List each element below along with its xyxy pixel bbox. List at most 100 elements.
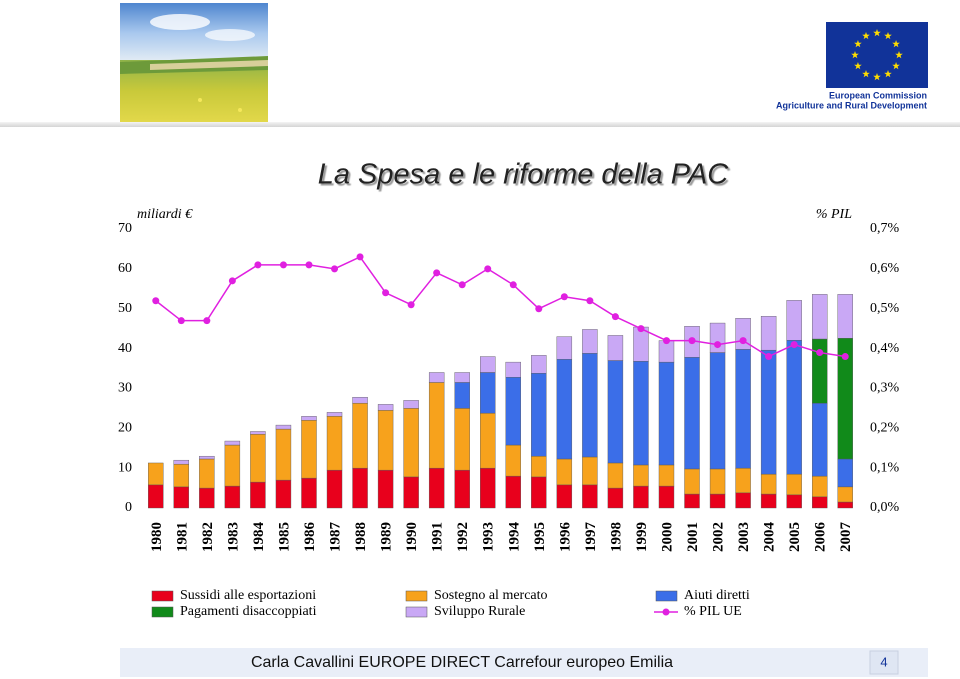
x-tick-label: 2007 [838,522,854,553]
y2-tick-label: 0,3% [870,381,900,396]
bar-segment [505,475,521,509]
bar-segment [786,340,802,475]
line-point [765,353,773,361]
star [873,29,881,37]
line-point [611,313,619,321]
line-point [688,337,696,345]
bar-segment [250,431,266,435]
bar-segment [556,336,573,360]
bar-segment [811,294,828,340]
bar-segment [377,404,394,411]
line-point [305,261,313,269]
bar-segment [275,428,292,481]
bar-segment [607,487,624,509]
line-point [356,253,364,261]
bar-segment [760,316,777,351]
line-series [155,255,846,358]
bar-segment [275,479,292,509]
legend-label: Aiuti diretti [684,588,750,603]
bar-segment [250,481,266,509]
x-tick-label: 1991 [430,522,446,552]
bar-segment [505,361,521,378]
bar-segment [709,352,726,470]
bar-segment [556,458,573,486]
bar-segment [837,486,853,503]
line-point [433,269,441,277]
star [851,51,859,59]
bar-segment [658,361,675,466]
legend-label: Sostegno al mercato [434,588,548,603]
page-number: 4 [880,654,887,669]
bar-segment [735,467,751,494]
bar-segment [454,408,470,471]
bar-segment [480,372,496,414]
x-tick-label: 1984 [251,522,267,553]
y-tick-label: 50 [118,301,132,316]
bar-segment [837,458,853,488]
bar-segment [633,464,649,487]
line-point [714,341,722,349]
bar-segment [224,440,241,446]
bar-segment [403,408,419,478]
bar-segment [582,456,598,486]
bar-segment [607,462,624,489]
bar-segment [199,455,215,460]
y-tick-label: 10 [118,460,132,475]
line-point [407,301,415,309]
legend-label: Sussidi alle esportazioni [180,588,316,603]
star [854,40,862,48]
bar-segment [607,360,624,464]
bar-segment [658,485,675,509]
x-tick-label: 1988 [353,522,369,552]
x-tick-label: 1998 [608,522,624,552]
line-point [331,265,339,273]
line-point [279,261,287,269]
x-tick-label: 1996 [557,522,573,553]
x-tick-label: 1985 [276,522,292,552]
star [873,73,881,81]
line-point [177,317,185,325]
bar-segment [760,349,777,475]
x-tick-label: 1986 [302,522,318,553]
legend-swatch [405,606,428,618]
bar-segment [709,493,726,509]
bar-segment [224,485,241,509]
bar-segment [250,434,266,483]
x-tick-label: 2005 [787,522,803,552]
line-point [560,293,568,301]
bar-segment [173,486,190,509]
star [892,62,900,70]
bar-segment [403,476,419,509]
x-tick-label: 1987 [328,522,344,553]
star [895,51,903,59]
legend-swatch [655,590,678,602]
bar-segment [760,473,777,495]
star [862,70,870,78]
star [884,31,892,40]
line-point [586,297,594,305]
bar-segment [454,372,470,383]
bar-segment [301,416,317,421]
bar-segment [709,322,726,353]
footer-text: Carla Cavallini EUROPE DIRECT Carrefour … [251,654,673,671]
bar-segment [582,329,598,354]
y-tick-label: 70 [118,221,132,236]
bar-segment [173,459,190,465]
y2-tick-label: 0,2% [870,421,900,436]
bar-segment [352,396,368,404]
y-tick-label: 60 [118,261,132,276]
y2-tick-label: 0,0% [870,500,900,515]
line-point [509,281,517,289]
chart-title: La Spesa e le riforme della PAC [318,159,730,191]
bar-segment [480,467,496,509]
bar-segment [326,469,343,509]
y-tick-label: 40 [118,341,132,356]
x-tick-label: 2006 [813,522,829,553]
line-point [152,297,160,305]
bar-segment [403,400,419,409]
bar-segment [199,458,215,489]
plot-area: 0 10 20 30 40 50 60 70 0,0% 0,1% 0,2% 0,3% 0,4% 0,5% 0… [118,221,900,552]
bar-segment [148,462,164,486]
bar-segment [684,493,700,509]
